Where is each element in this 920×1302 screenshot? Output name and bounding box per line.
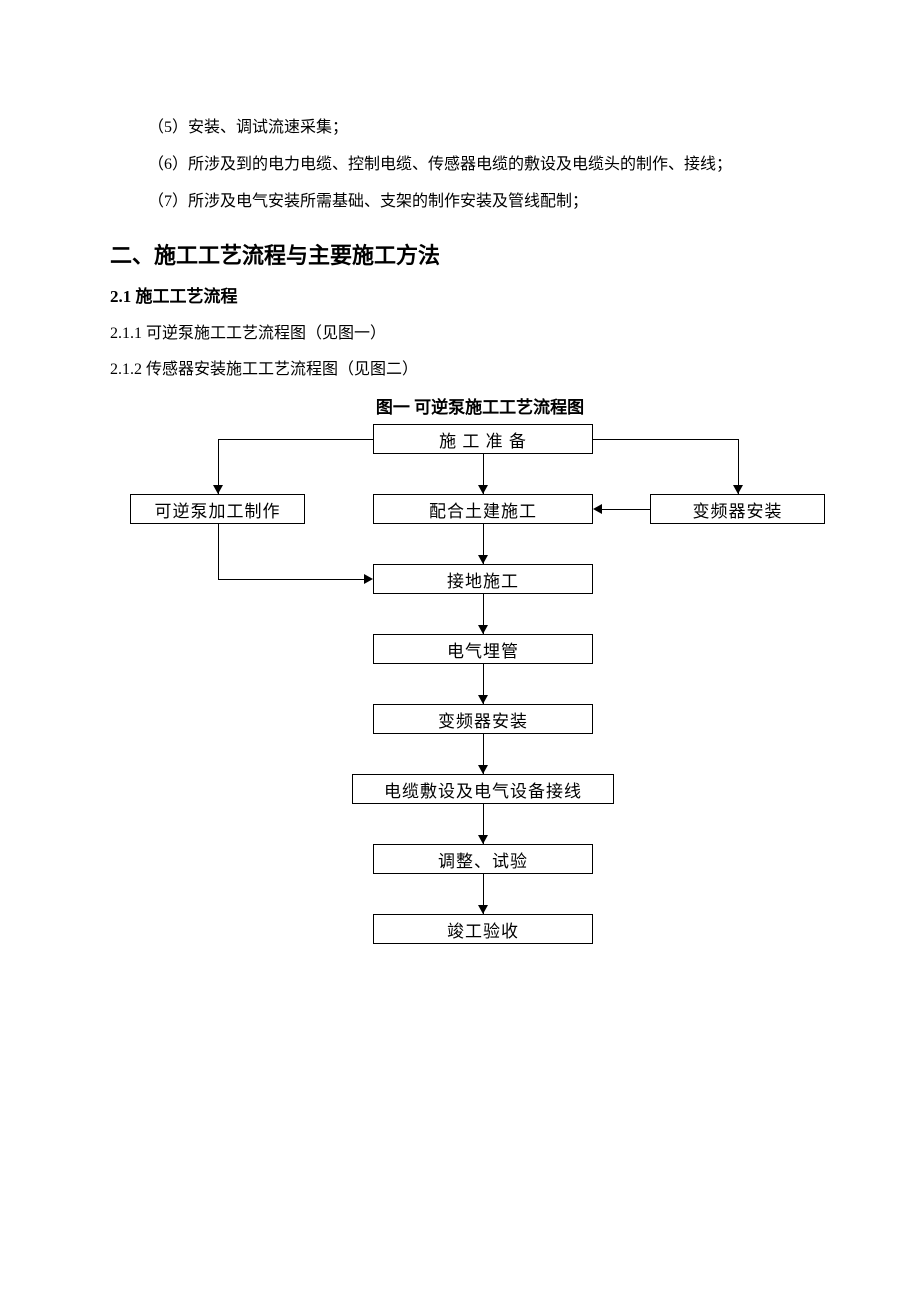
paragraph-item-7: （7）所涉及电气安装所需基础、支架的制作安装及管线配制；: [148, 184, 850, 221]
figure-1-title: 图一 可逆泵施工工艺流程图: [110, 393, 850, 418]
paragraph-item-5: （5）安装、调试流速采集；: [148, 110, 850, 147]
subsection-heading-2-1: 2.1 施工工艺流程: [110, 282, 850, 307]
flow-node-n0: 施 工 准 备: [373, 424, 593, 454]
flow-node-n7: 电缆敷设及电气设备接线: [352, 774, 614, 804]
flow-node-n2: 配合土建施工: [373, 494, 593, 524]
section-heading-2: 二、施工工艺流程与主要施工方法: [110, 238, 850, 270]
subsubsection-heading-2-1-1: 2.1.1 可逆泵施工工艺流程图（见图一）: [110, 319, 850, 343]
flow-node-n5: 电气埋管: [373, 634, 593, 664]
flow-node-n1: 可逆泵加工制作: [130, 494, 305, 524]
flow-node-n3: 变频器安装: [650, 494, 825, 524]
figure-1-flowchart: 施 工 准 备可逆泵加工制作配合土建施工变频器安装接地施工电气埋管变频器安装电缆…: [130, 424, 830, 1034]
flow-node-n8: 调整、试验: [373, 844, 593, 874]
flow-node-n6: 变频器安装: [373, 704, 593, 734]
subsubsection-heading-2-1-2: 2.1.2 传感器安装施工工艺流程图（见图二）: [110, 355, 850, 379]
flow-node-n9: 竣工验收: [373, 914, 593, 944]
flow-node-n4: 接地施工: [373, 564, 593, 594]
paragraph-item-6: （6）所涉及到的电力电缆、控制电缆、传感器电缆的敷设及电缆头的制作、接线；: [148, 147, 850, 184]
